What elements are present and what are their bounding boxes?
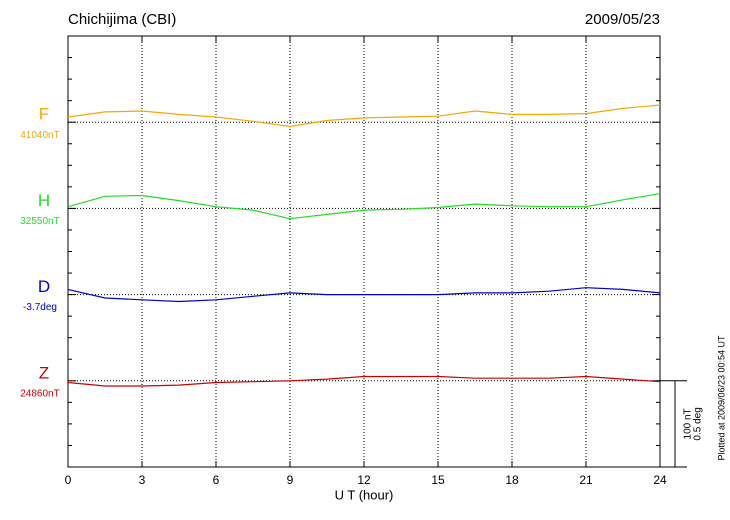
baseline-label: 32550nT xyxy=(20,216,59,227)
chart-title: Chichijima (CBI) xyxy=(68,11,176,28)
x-tick-label: 18 xyxy=(505,473,519,487)
x-tick-label: 6 xyxy=(213,473,220,487)
series-line xyxy=(67,193,661,220)
series-line xyxy=(67,375,661,387)
scale-label: 0.5 deg xyxy=(693,407,704,440)
chart-date: 2009/05/23 xyxy=(585,11,660,28)
scale-label: 100 nT xyxy=(683,408,694,439)
x-tick-label: 24 xyxy=(653,473,667,487)
baseline-label: 24860nT xyxy=(20,388,59,399)
series-name: D xyxy=(38,277,50,296)
x-tick-label: 15 xyxy=(431,473,445,487)
series-name: Z xyxy=(39,363,49,382)
series-line xyxy=(67,287,661,303)
series-name: F xyxy=(39,105,49,124)
x-axis-label: U T (hour) xyxy=(335,487,394,502)
footnote: Plotted at 2009/06/23 00:54 UT xyxy=(716,335,726,461)
series-line xyxy=(67,104,661,128)
x-tick-label: 3 xyxy=(139,473,146,487)
baseline-label: 41040nT xyxy=(20,130,59,141)
x-tick-label: 0 xyxy=(65,473,72,487)
x-tick-label: 12 xyxy=(357,473,371,487)
series-name: H xyxy=(38,191,50,210)
baseline-label: -3.7deg xyxy=(23,302,57,313)
x-tick-label: 9 xyxy=(287,473,294,487)
x-tick-label: 21 xyxy=(579,473,593,487)
